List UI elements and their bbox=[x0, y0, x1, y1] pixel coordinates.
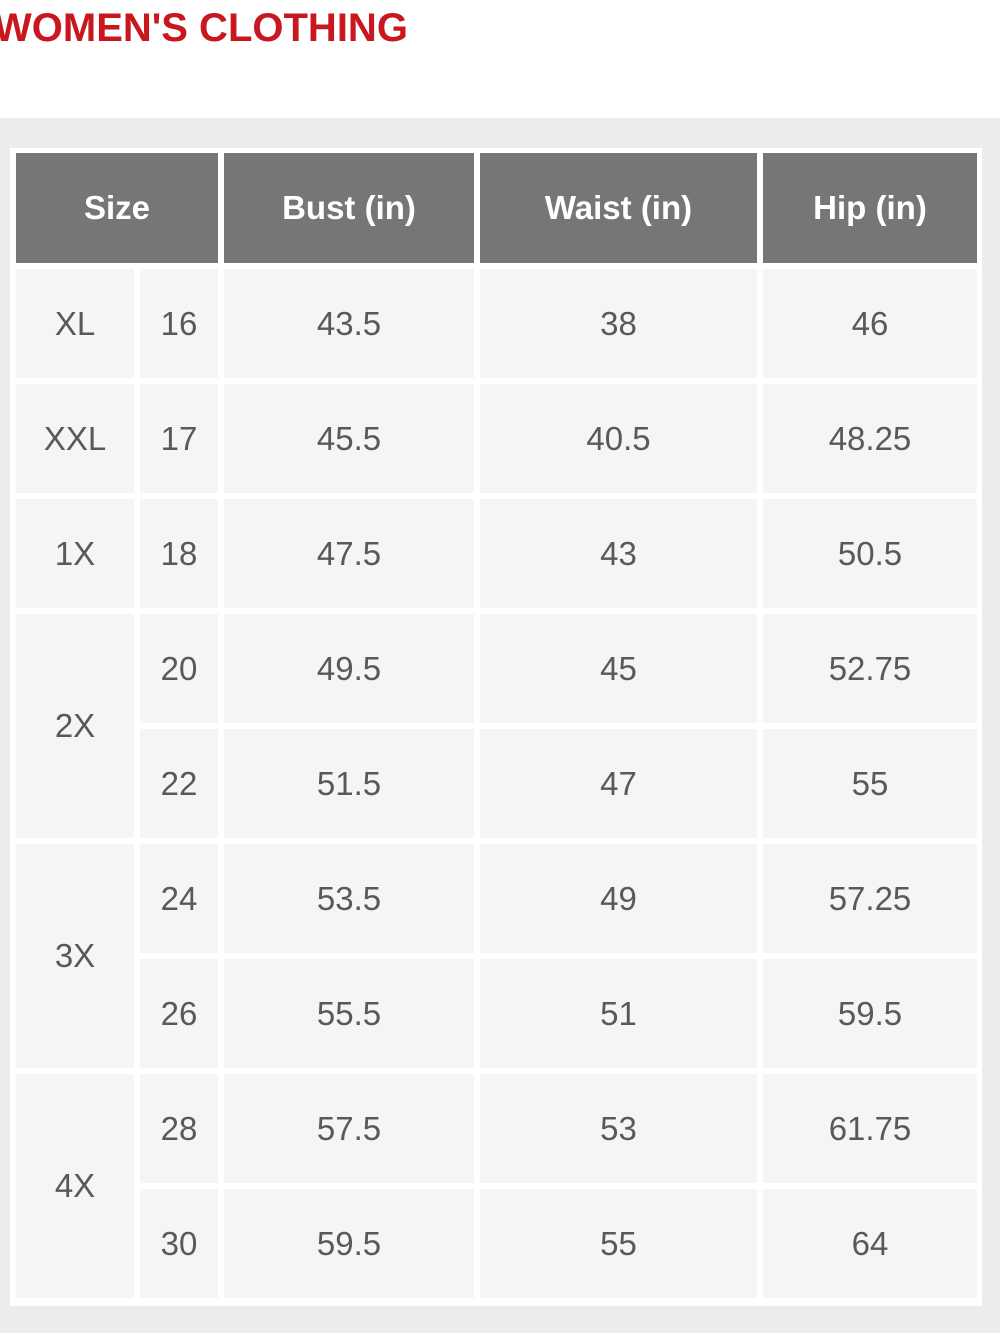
waist-value: 53 bbox=[480, 1074, 757, 1183]
page-title: WOMEN'S CLOTHING bbox=[0, 6, 408, 50]
size-number: 18 bbox=[140, 499, 218, 608]
size-label: 1X bbox=[16, 499, 134, 608]
bust-value: 45.5 bbox=[224, 384, 474, 493]
size-number: 17 bbox=[140, 384, 218, 493]
hip-value: 52.75 bbox=[763, 614, 977, 723]
size-label: XXL bbox=[16, 384, 134, 493]
size-number: 28 bbox=[140, 1074, 218, 1183]
header-bust: Bust (in) bbox=[224, 153, 474, 263]
header-size: Size bbox=[16, 153, 218, 263]
size-label: 4X bbox=[16, 1074, 134, 1298]
bust-value: 49.5 bbox=[224, 614, 474, 723]
size-number: 22 bbox=[140, 729, 218, 838]
hip-value: 64 bbox=[763, 1189, 977, 1298]
bust-value: 53.5 bbox=[224, 844, 474, 953]
waist-value: 51 bbox=[480, 959, 757, 1068]
bust-value: 43.5 bbox=[224, 269, 474, 378]
waist-value: 45 bbox=[480, 614, 757, 723]
hip-value: 57.25 bbox=[763, 844, 977, 953]
header-hip: Hip (in) bbox=[763, 153, 977, 263]
header-waist: Waist (in) bbox=[480, 153, 757, 263]
waist-value: 47 bbox=[480, 729, 757, 838]
hip-value: 55 bbox=[763, 729, 977, 838]
size-number: 16 bbox=[140, 269, 218, 378]
waist-value: 38 bbox=[480, 269, 757, 378]
size-label: 2X bbox=[16, 614, 134, 838]
waist-value: 55 bbox=[480, 1189, 757, 1298]
bust-value: 51.5 bbox=[224, 729, 474, 838]
hip-value: 61.75 bbox=[763, 1074, 977, 1183]
bust-value: 55.5 bbox=[224, 959, 474, 1068]
size-label: 3X bbox=[16, 844, 134, 1068]
size-number: 26 bbox=[140, 959, 218, 1068]
hip-value: 59.5 bbox=[763, 959, 977, 1068]
size-number: 20 bbox=[140, 614, 218, 723]
bust-value: 57.5 bbox=[224, 1074, 474, 1183]
size-chart-table: Size Bust (in) Waist (in) Hip (in) XL 16 4… bbox=[16, 153, 977, 1298]
bust-value: 59.5 bbox=[224, 1189, 474, 1298]
bust-value: 47.5 bbox=[224, 499, 474, 608]
size-number: 30 bbox=[140, 1189, 218, 1298]
waist-value: 49 bbox=[480, 844, 757, 953]
hip-value: 46 bbox=[763, 269, 977, 378]
size-label: XL bbox=[16, 269, 134, 378]
hip-value: 48.25 bbox=[763, 384, 977, 493]
size-number: 24 bbox=[140, 844, 218, 953]
waist-value: 43 bbox=[480, 499, 757, 608]
waist-value: 40.5 bbox=[480, 384, 757, 493]
hip-value: 50.5 bbox=[763, 499, 977, 608]
